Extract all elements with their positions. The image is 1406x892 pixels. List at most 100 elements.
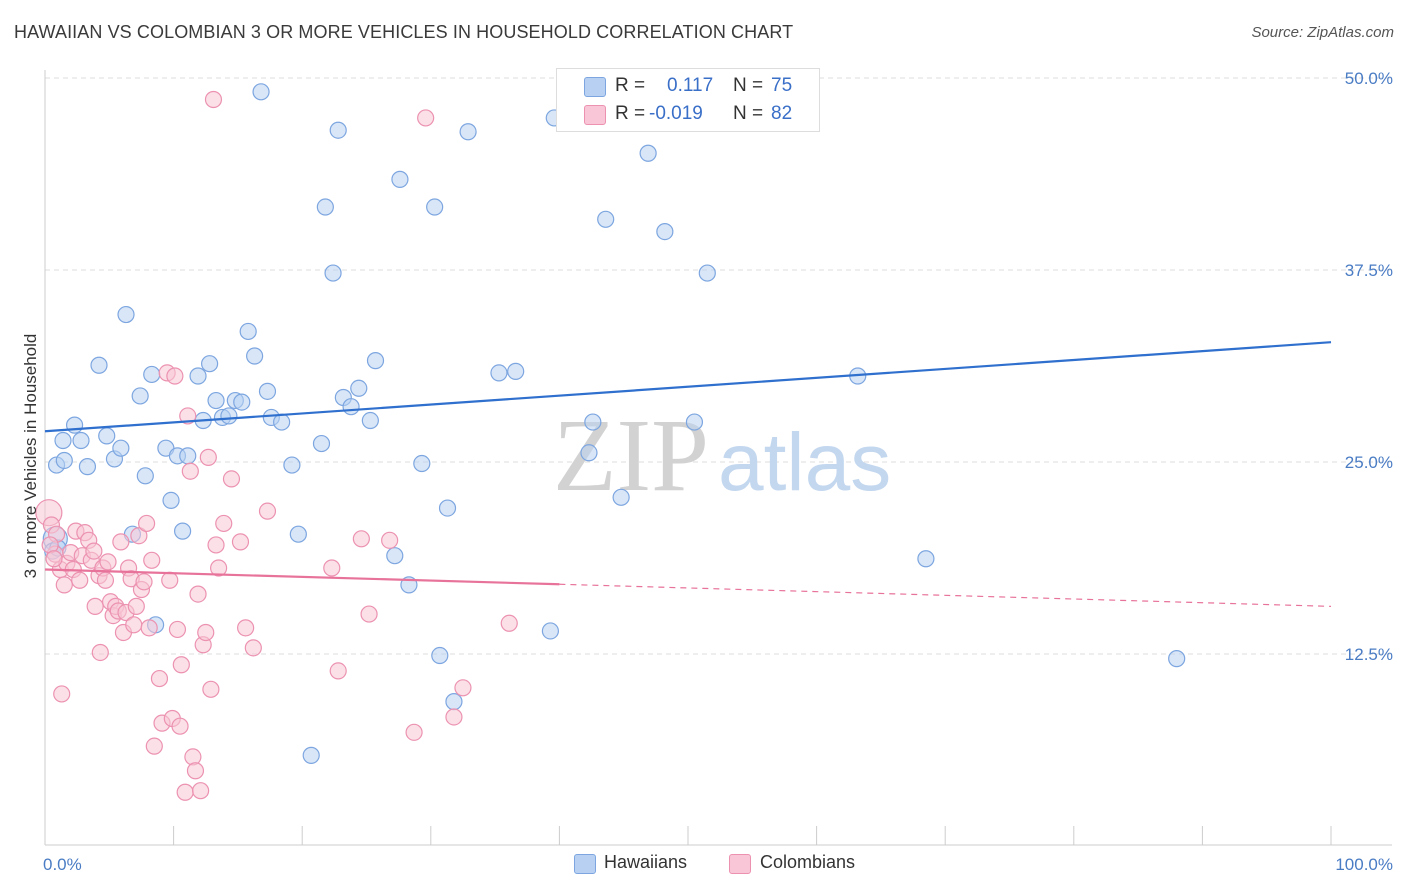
colombian-point (99, 553, 117, 571)
colombian-r-value: -0.019 (649, 103, 703, 124)
colombian-point (405, 723, 423, 741)
watermark-atlas: atlas (718, 417, 891, 508)
colombian-point (130, 527, 148, 545)
hawaiian-point (342, 398, 360, 416)
grid-lines (45, 77, 1392, 655)
colombian-point (137, 514, 156, 533)
colombian-point (150, 669, 169, 688)
hawaiian-n-label: N = (733, 75, 764, 96)
hawaiian-point (350, 379, 368, 397)
hawaiian-point (174, 522, 192, 540)
colombian-point (127, 597, 145, 615)
colombian-swatch (584, 105, 606, 125)
colombian-point (161, 571, 179, 589)
colombian-point (145, 737, 163, 755)
hawaiian-point (143, 365, 161, 384)
y-tick-labels: 12.5% 25.0% 37.5% 50.0% (1345, 69, 1393, 664)
hawaiian-point (289, 525, 307, 543)
hawaiian-point (413, 454, 431, 473)
hawaiian-point (162, 491, 180, 509)
source-credit: Source: ZipAtlas.com (1251, 24, 1394, 41)
colombian-point (244, 639, 262, 657)
hawaiian-point (252, 83, 270, 101)
hawaiian-point (258, 382, 277, 400)
hawaiian-point (541, 622, 559, 640)
hawaiian-point (431, 646, 449, 665)
hawaiian-point (131, 387, 149, 405)
colombian-point (96, 571, 115, 589)
chart-title: HAWAIIAN VS COLOMBIAN 3 OR MORE VEHICLES… (14, 22, 794, 42)
hawaiian-point (302, 746, 320, 764)
hawaiian-point (283, 456, 301, 474)
colombian-point (168, 620, 187, 639)
hawaiian-point (136, 467, 154, 485)
colombian-point (143, 551, 161, 569)
y-tick-label: 12.5% (1345, 645, 1393, 664)
y-tick-label: 37.5% (1345, 261, 1393, 280)
hawaiian-point (584, 413, 602, 431)
hawaiian-point (490, 364, 508, 382)
x-tick-label-max: 100.0% (1335, 855, 1393, 874)
colombian-point (125, 616, 143, 634)
hawaiian-point (324, 264, 342, 282)
colombian-point (381, 531, 399, 549)
hawaiian-point (639, 144, 657, 162)
colombian-point (181, 462, 199, 480)
colombian-point (45, 550, 63, 568)
colombian-r-label: R = (615, 103, 646, 124)
colombian-point (231, 533, 250, 551)
hawaiian-point (445, 693, 463, 711)
colombian-point (500, 614, 518, 632)
hawaiian-point (65, 416, 84, 434)
colombian-point (172, 656, 190, 674)
hawaiian-point (438, 499, 457, 517)
x-tick-label-min: 0.0% (43, 855, 82, 874)
y-axis-label: 3 or more Vehicles in Household (21, 334, 40, 579)
colombian-trend-line-extension (559, 583, 1332, 607)
colombian-point (258, 502, 277, 520)
hawaiian-point (597, 210, 615, 228)
hawaiian-point (207, 391, 225, 410)
hawaiian-point (112, 439, 130, 457)
colombian-point (140, 619, 158, 637)
colombian-point (176, 783, 194, 801)
colombian-point (184, 748, 202, 766)
hawaiian-point (117, 305, 135, 324)
hawaiian-point (72, 431, 90, 450)
watermark-zip: ZIP (553, 398, 709, 513)
hawaiian-trend-line (44, 341, 1332, 433)
hawaiian-point (54, 431, 72, 450)
colombian-point (237, 619, 255, 637)
hawaiian-point (612, 488, 630, 506)
hawaiian-point (1168, 650, 1186, 668)
x-tick-labels: 0.0% 100.0% (43, 855, 1393, 874)
hawaiian-point (685, 413, 704, 431)
hawaiian-point (361, 411, 379, 430)
colombian-point (186, 762, 205, 780)
colombian-point (197, 623, 215, 642)
legend-colombians-swatch (729, 854, 751, 874)
trend-lines (44, 341, 1332, 607)
colombian-n-value: 82 (771, 103, 793, 124)
hawaiian-point (55, 451, 73, 470)
hawaiian-n-value: 75 (771, 75, 793, 96)
hawaiian-point (391, 170, 409, 188)
colombian-point (179, 407, 197, 425)
legend-hawaiians-label: Hawaiians (604, 852, 688, 872)
hawaiian-point (656, 223, 674, 241)
colombian-point (215, 514, 233, 533)
hawaiian-point (189, 367, 207, 385)
colombian-point (199, 448, 217, 466)
colombian-point (71, 571, 89, 589)
colombian-point (192, 782, 210, 800)
colombian-point (91, 643, 109, 662)
colombian-point (204, 90, 223, 109)
hawaiian-point (233, 393, 251, 411)
hawaiian-point (90, 356, 108, 374)
y-tick-label: 25.0% (1345, 453, 1393, 472)
legend-hawaiians-swatch (574, 854, 596, 874)
hawaiian-point (246, 347, 264, 365)
hawaiian-point (386, 547, 404, 565)
hawaiian-point (220, 407, 238, 425)
